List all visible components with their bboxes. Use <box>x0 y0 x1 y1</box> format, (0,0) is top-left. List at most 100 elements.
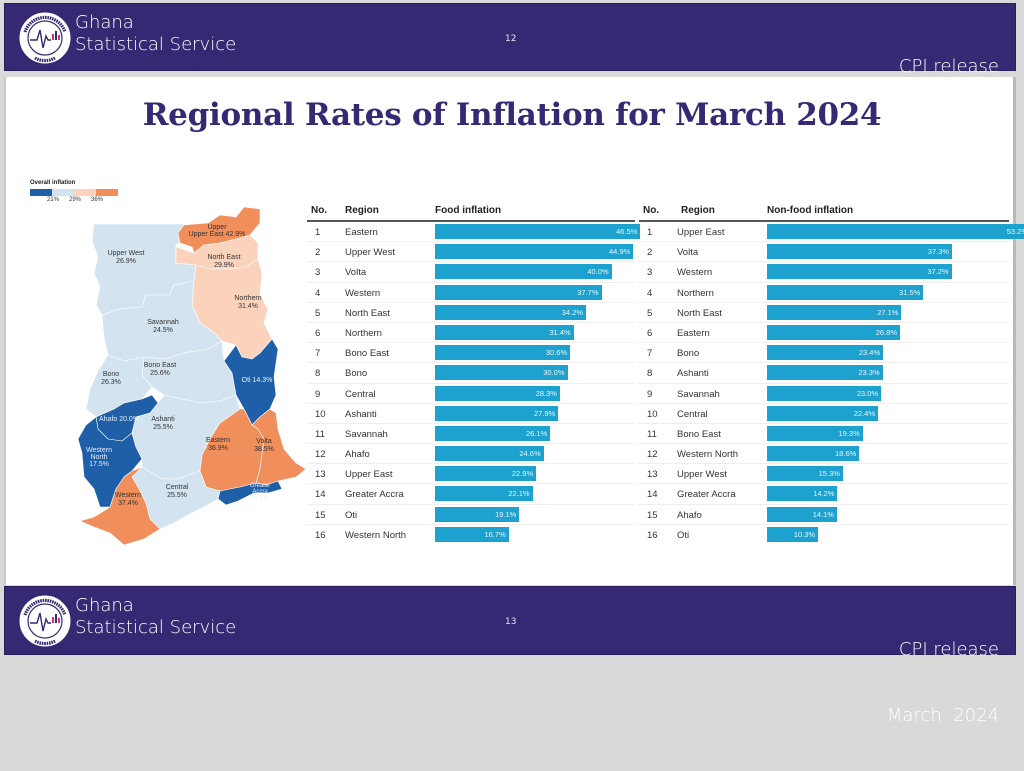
rank-cell: 12 <box>647 449 658 461</box>
nonfood-bar-value-label: 37.3% <box>927 247 950 257</box>
nonfood-bar-value-label: 23.3% <box>858 368 880 378</box>
map-label-value: Upper East 42.9% <box>189 231 246 238</box>
nonfood-bar-value-label: 53.2% <box>1006 227 1024 236</box>
nonfood-bar: 10.3% <box>767 526 819 542</box>
region-cell: Upper West <box>677 469 727 481</box>
release-line2: March 2024 <box>886 122 999 143</box>
food-bar: 22.1% <box>435 486 533 502</box>
release-info: CPI release March 2024 <box>887 12 999 188</box>
region-cell: Bono East <box>345 348 389 360</box>
food-table-row: 12 Ahafo 24.6% <box>307 444 635 465</box>
legend-swatch-mid-low <box>52 189 74 196</box>
food-table-row: 16 Western North 16.7% <box>307 525 635 545</box>
rank-cell: 4 <box>647 287 653 299</box>
nonfood-table-row: 2 Volta 37.3% <box>639 242 1009 263</box>
food-bar-value-label: 22.9% <box>511 469 534 479</box>
food-table-row: 7 Bono East 30.6% <box>307 343 635 364</box>
region-cell: Bono <box>345 368 368 380</box>
nonfood-table-body: 1 Upper East 53.2% 2 Volta 37.3% 3 Western 37.2%… <box>639 222 1024 545</box>
org-name-line2: Statistical Service <box>75 34 237 55</box>
release-info: CPI release March 2024 <box>887 595 999 771</box>
region-cell: Central <box>677 408 708 420</box>
food-bar-value-label: 46.5% <box>616 227 638 236</box>
food-bar: 30.6% <box>435 345 571 361</box>
food-bar: 27.9% <box>435 405 559 421</box>
page-number: 12 <box>505 34 517 44</box>
map-label-western: Western 37.4% <box>115 492 141 507</box>
food-bar-value-label: 30.0% <box>543 368 565 378</box>
food-bar: 16.7% <box>435 526 509 542</box>
nonfood-bar: 53.2% <box>767 224 1024 239</box>
region-cell: Northern <box>345 327 382 339</box>
rank-cell: 16 <box>315 529 326 541</box>
nonfood-bar: 19.3% <box>767 425 863 441</box>
page-number: 13 <box>505 617 517 627</box>
nonfood-table-row: 3 Western 37.2% <box>639 262 1009 283</box>
region-cell: Ahafo <box>677 509 702 521</box>
nonfood-bar: 15.3% <box>767 466 843 482</box>
food-table-row: 14 Greater Accra 22.1% <box>307 484 635 505</box>
nonfood-bar: 26.8% <box>767 324 900 340</box>
nonfood-table-row: 13 Upper West 15.3% <box>639 464 1009 485</box>
rank-cell: 14 <box>647 489 658 501</box>
food-table-row: 1 Eastern 46.5% <box>307 222 641 243</box>
rank-cell: 1 <box>315 227 321 238</box>
nonfood-bar: 23.0% <box>767 385 882 401</box>
release-line1: CPI release <box>898 639 999 660</box>
gss-logo-icon <box>18 11 72 65</box>
food-bar: 19.1% <box>435 506 520 522</box>
column-header-region: Region <box>345 205 379 216</box>
region-volta <box>251 408 307 486</box>
nonfood-table-row: 11 Bono East 19.3% <box>639 424 1009 445</box>
region-cell: Volta <box>345 267 367 279</box>
nonfood-table-row: 1 Upper East 53.2% <box>639 222 1024 243</box>
map-label-name: Upper <box>207 224 227 231</box>
nonfood-bar: 31.5% <box>767 284 924 300</box>
food-table-row: 6 Northern 31.4% <box>307 323 635 344</box>
nonfood-table-row: 10 Central 22.4% <box>639 404 1009 424</box>
region-cell: Northern <box>677 287 714 299</box>
region-cell: Western <box>345 287 381 299</box>
nonfood-bar-value-label: 14.1% <box>812 509 834 519</box>
map-label-greater-accra: Greater Accra 27.x% <box>250 483 270 501</box>
food-bar: 46.5% <box>435 224 641 239</box>
map-label-eastern: Eastern 36.9% <box>206 437 230 452</box>
map-legend-title: Overall inflation <box>30 180 76 186</box>
region-cell: Central <box>345 388 376 400</box>
nonfood-inflation-table: No. Region Non-food inflation 1 Upper Eas… <box>639 200 1024 545</box>
map-legend-scale <box>30 189 118 196</box>
region-cell: Ahafo <box>345 449 370 461</box>
food-table-body: 1 Eastern 46.5% 2 Upper West 44.9% 3 Volta 40.0%… <box>307 222 641 545</box>
nonfood-bar-value-label: 22.4% <box>853 408 876 418</box>
map-label-bono: Bono 26.3% <box>101 371 121 386</box>
rank-cell: 1 <box>647 227 653 238</box>
food-table-row: 5 North East 34.2% <box>307 303 635 323</box>
region-cell: Western North <box>345 529 407 541</box>
rank-cell: 3 <box>647 267 653 279</box>
map-label-upper-west: Upper West 26.9% <box>108 250 145 265</box>
region-cell: Bono East <box>677 428 721 440</box>
food-bar-value-label: 31.4% <box>549 327 571 337</box>
nonfood-table-row: 8 Ashanti 23.3% <box>639 363 1009 384</box>
food-bar: 28.3% <box>435 385 560 401</box>
food-bar-value-label: 22.1% <box>508 489 530 499</box>
rank-cell: 6 <box>647 327 653 339</box>
column-header-nonfood-inflation: Non-food inflation <box>767 205 854 216</box>
map-svg: Upper Upper East 42.9% Upper West 26.9% No… <box>77 206 307 546</box>
food-bar: 44.9% <box>435 244 634 260</box>
map-label-volta: Volta 38.5% <box>254 438 274 453</box>
nonfood-table-row: 5 North East 27.1% <box>639 303 1009 323</box>
rank-cell: 5 <box>315 307 321 319</box>
release-line1: CPI release <box>898 56 999 77</box>
region-cell: Western North <box>677 449 739 461</box>
food-bar-value-label: 40.0% <box>587 267 609 277</box>
rank-cell: 4 <box>315 287 321 299</box>
nonfood-bar: 14.2% <box>767 486 838 502</box>
rank-cell: 2 <box>647 247 653 259</box>
nonfood-bar-value-label: 27.1% <box>877 307 899 317</box>
nonfood-bar-value-label: 37.2% <box>927 267 949 277</box>
food-inflation-table: No. Region Food inflation 1 Eastern 46.5% 2… <box>307 200 641 545</box>
region-cell: Savannah <box>345 428 388 440</box>
legend-swatch-high <box>96 189 118 196</box>
region-cell: Upper East <box>345 469 393 481</box>
